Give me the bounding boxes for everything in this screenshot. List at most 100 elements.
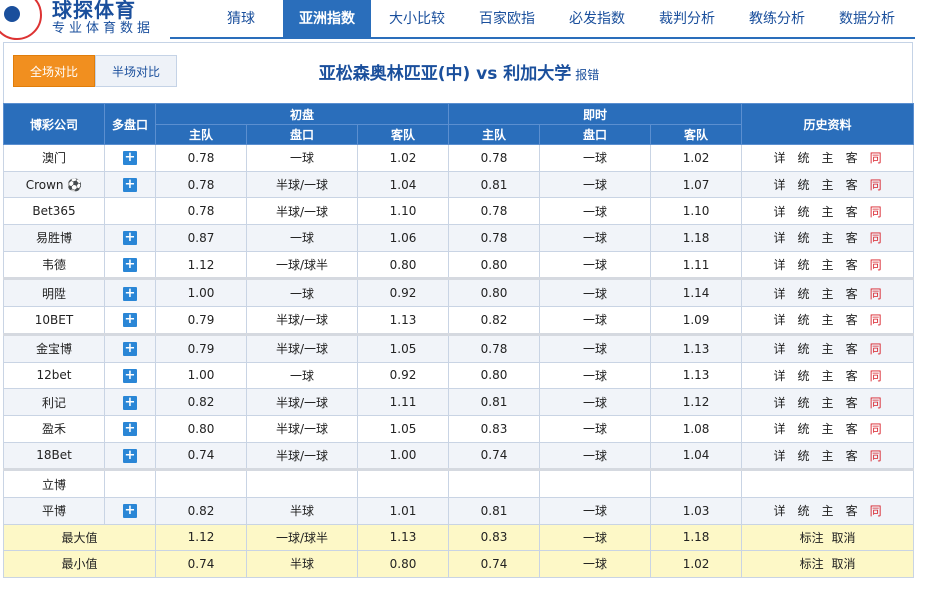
plus-icon[interactable]: +: [123, 394, 137, 410]
history-link[interactable]: 同: [869, 313, 882, 328]
report-error-link[interactable]: 报错: [575, 68, 600, 82]
history-link[interactable]: 同: [869, 204, 882, 219]
history-link[interactable]: 详: [773, 422, 786, 437]
history-link[interactable]: 详: [773, 395, 786, 410]
plus-icon[interactable]: +: [123, 367, 137, 383]
history-link[interactable]: 同: [869, 342, 882, 357]
history-link[interactable]: 详: [773, 313, 786, 328]
history-link[interactable]: 客: [845, 368, 858, 383]
history-link[interactable]: 客: [845, 313, 858, 328]
history-link[interactable]: 详: [773, 368, 786, 383]
history-link[interactable]: 统: [797, 151, 810, 166]
history-link[interactable]: 详: [773, 231, 786, 246]
company-name[interactable]: 易胜博: [3, 224, 105, 252]
logo[interactable]: 球探体育 专业体育数据: [0, 0, 170, 40]
company-name[interactable]: 12bet: [3, 361, 105, 390]
history-link[interactable]: 统: [797, 342, 810, 357]
history-link[interactable]: 客: [845, 448, 858, 463]
history-link[interactable]: 统: [797, 231, 810, 246]
history-link[interactable]: 客: [845, 286, 858, 301]
history-link[interactable]: 同: [869, 286, 882, 301]
tab-half-match[interactable]: 半场对比: [95, 55, 177, 87]
history-link[interactable]: 主: [821, 151, 834, 166]
plus-icon[interactable]: +: [123, 503, 137, 519]
company-name[interactable]: Bet365: [3, 197, 105, 226]
history-link[interactable]: 详: [773, 151, 786, 166]
nav-item-guess[interactable]: 猜球: [227, 11, 255, 27]
history-link[interactable]: 客: [845, 258, 858, 273]
history-link[interactable]: 同: [869, 231, 882, 246]
history-link[interactable]: 同: [869, 448, 882, 463]
history-link[interactable]: 详: [773, 504, 786, 519]
plus-icon[interactable]: +: [123, 447, 137, 463]
history-link[interactable]: 同: [869, 422, 882, 437]
plus-icon[interactable]: +: [123, 341, 137, 357]
nav-item-asian-odds[interactable]: 亚洲指数: [283, 0, 371, 38]
history-link[interactable]: 同: [869, 178, 882, 193]
history-link[interactable]: 详: [773, 342, 786, 357]
history-link[interactable]: 统: [797, 395, 810, 410]
history-link[interactable]: 主: [821, 504, 834, 519]
plus-icon[interactable]: +: [123, 230, 137, 246]
plus-icon[interactable]: +: [123, 421, 137, 437]
company-name[interactable]: Crown ⚽: [3, 170, 105, 199]
history-link[interactable]: 主: [821, 286, 834, 301]
history-link[interactable]: 主: [821, 422, 834, 437]
history-link[interactable]: 同: [869, 151, 882, 166]
plus-icon[interactable]: +: [123, 285, 137, 301]
nav-item-coach[interactable]: 教练分析: [749, 11, 805, 27]
nav-item-over-under[interactable]: 大小比较: [389, 11, 445, 27]
history-link[interactable]: 统: [797, 204, 810, 219]
history-link[interactable]: 同: [869, 504, 882, 519]
history-link[interactable]: 统: [797, 286, 810, 301]
company-name[interactable]: 金宝博: [3, 332, 105, 363]
nav-item-data[interactable]: 数据分析: [839, 11, 895, 27]
history-link[interactable]: 统: [797, 448, 810, 463]
history-link[interactable]: 客: [845, 231, 858, 246]
tab-full-match[interactable]: 全场对比: [13, 55, 95, 87]
cancel-link[interactable]: 取消: [831, 557, 856, 572]
company-name[interactable]: 利记: [3, 388, 105, 416]
history-link[interactable]: 详: [773, 286, 786, 301]
history-link[interactable]: 同: [869, 395, 882, 410]
history-link[interactable]: 统: [797, 178, 810, 193]
history-link[interactable]: 主: [821, 178, 834, 193]
company-name[interactable]: 明陞: [3, 277, 105, 308]
company-name[interactable]: 18Bet: [3, 441, 105, 471]
history-link[interactable]: 主: [821, 258, 834, 273]
history-link[interactable]: 主: [821, 342, 834, 357]
history-link[interactable]: 客: [845, 151, 858, 166]
history-link[interactable]: 主: [821, 313, 834, 328]
plus-icon[interactable]: +: [123, 257, 137, 273]
nav-item-betfair[interactable]: 必发指数: [569, 11, 625, 27]
company-name[interactable]: 平博: [3, 496, 105, 525]
history-link[interactable]: 主: [821, 231, 834, 246]
company-name[interactable]: 盈禾: [3, 414, 105, 443]
history-link[interactable]: 同: [869, 368, 882, 383]
history-link[interactable]: 主: [821, 368, 834, 383]
history-link[interactable]: 详: [773, 258, 786, 273]
history-link[interactable]: 统: [797, 313, 810, 328]
history-link[interactable]: 详: [773, 204, 786, 219]
history-link[interactable]: 详: [773, 178, 786, 193]
company-name[interactable]: 10BET: [3, 306, 105, 335]
history-link[interactable]: 客: [845, 204, 858, 219]
nav-item-euro-odds[interactable]: 百家欧指: [479, 11, 535, 27]
history-link[interactable]: 客: [845, 178, 858, 193]
company-name[interactable]: 韦德: [3, 250, 105, 280]
company-name[interactable]: 立博: [3, 468, 105, 498]
history-link[interactable]: 客: [845, 342, 858, 357]
cancel-link[interactable]: 取消: [831, 530, 856, 545]
history-link[interactable]: 客: [845, 422, 858, 437]
history-link[interactable]: 主: [821, 448, 834, 463]
plus-icon[interactable]: +: [123, 312, 137, 328]
plus-icon[interactable]: +: [123, 150, 137, 166]
company-name[interactable]: 澳门: [3, 144, 105, 172]
mark-link[interactable]: 标注: [799, 557, 824, 572]
plus-icon[interactable]: +: [123, 177, 137, 193]
history-link[interactable]: 主: [821, 204, 834, 219]
history-link[interactable]: 同: [869, 258, 882, 273]
history-link[interactable]: 统: [797, 422, 810, 437]
mark-link[interactable]: 标注: [799, 530, 824, 545]
history-link[interactable]: 统: [797, 504, 810, 519]
